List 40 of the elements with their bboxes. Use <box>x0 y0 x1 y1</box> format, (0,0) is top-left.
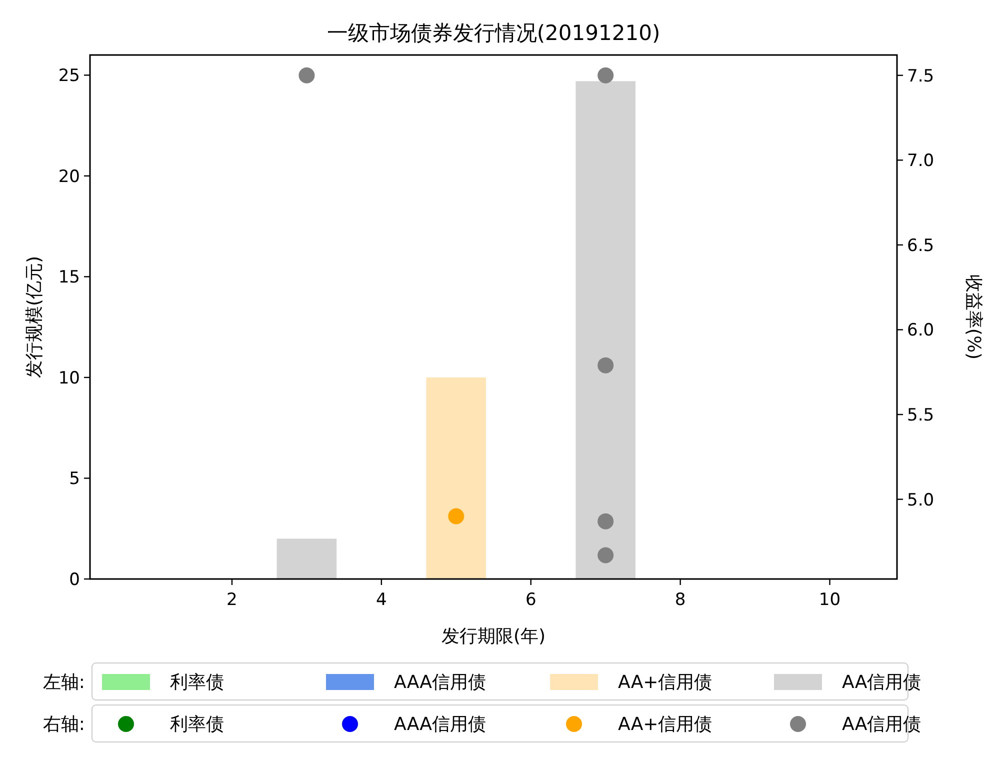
y2-tick-label: 6.5 <box>907 236 934 256</box>
point <box>598 67 614 84</box>
x-tick-label: 4 <box>376 590 387 610</box>
point <box>598 513 614 530</box>
y-tick-label: 20 <box>58 166 80 187</box>
text: 左轴: <box>42 672 85 693</box>
x-tick-label: 10 <box>818 590 841 610</box>
bar <box>576 81 636 579</box>
y-tick-label: 5 <box>69 469 80 490</box>
x-axis-title: 发行期限(年) <box>441 626 546 647</box>
legend-label: AA+信用债 <box>618 714 712 735</box>
y-tick-label: 25 <box>58 66 80 86</box>
legend-label: AAA信用债 <box>394 672 486 693</box>
legend-label: 利率债 <box>170 672 224 693</box>
y-axis-title: 发行规模(亿元) <box>24 256 45 378</box>
point <box>298 67 315 84</box>
legend-label: AA+信用债 <box>618 672 712 693</box>
point <box>598 357 614 374</box>
legend-label: AA信用债 <box>842 672 922 693</box>
y-tick-label: 10 <box>58 368 80 388</box>
x-tick-label: 2 <box>226 590 238 610</box>
y2-axis-title: 收益率(%) <box>963 274 984 360</box>
x-tick-label: 8 <box>674 590 686 610</box>
legend-label: AA信用债 <box>842 714 922 735</box>
y2-tick-label: 7.0 <box>907 151 934 172</box>
bar <box>426 377 486 579</box>
x-tick-label: 6 <box>525 590 536 610</box>
text: 右轴: <box>42 714 85 735</box>
y2-tick-label: 7.5 <box>907 66 934 86</box>
y2-tick-label: 5.0 <box>907 490 934 510</box>
y2-tick-label: 5.5 <box>907 406 934 426</box>
chart-title: 一级市场债券发行情况(20191210) <box>326 21 660 45</box>
y2-tick-label: 6.0 <box>907 320 934 341</box>
point <box>448 508 464 524</box>
bar <box>276 538 337 579</box>
legend-label: 利率债 <box>170 714 224 735</box>
point <box>598 547 614 564</box>
legend-label: AAA信用债 <box>394 714 486 735</box>
y-tick-label: 15 <box>58 268 80 288</box>
y-tick-label: 0 <box>69 570 80 590</box>
